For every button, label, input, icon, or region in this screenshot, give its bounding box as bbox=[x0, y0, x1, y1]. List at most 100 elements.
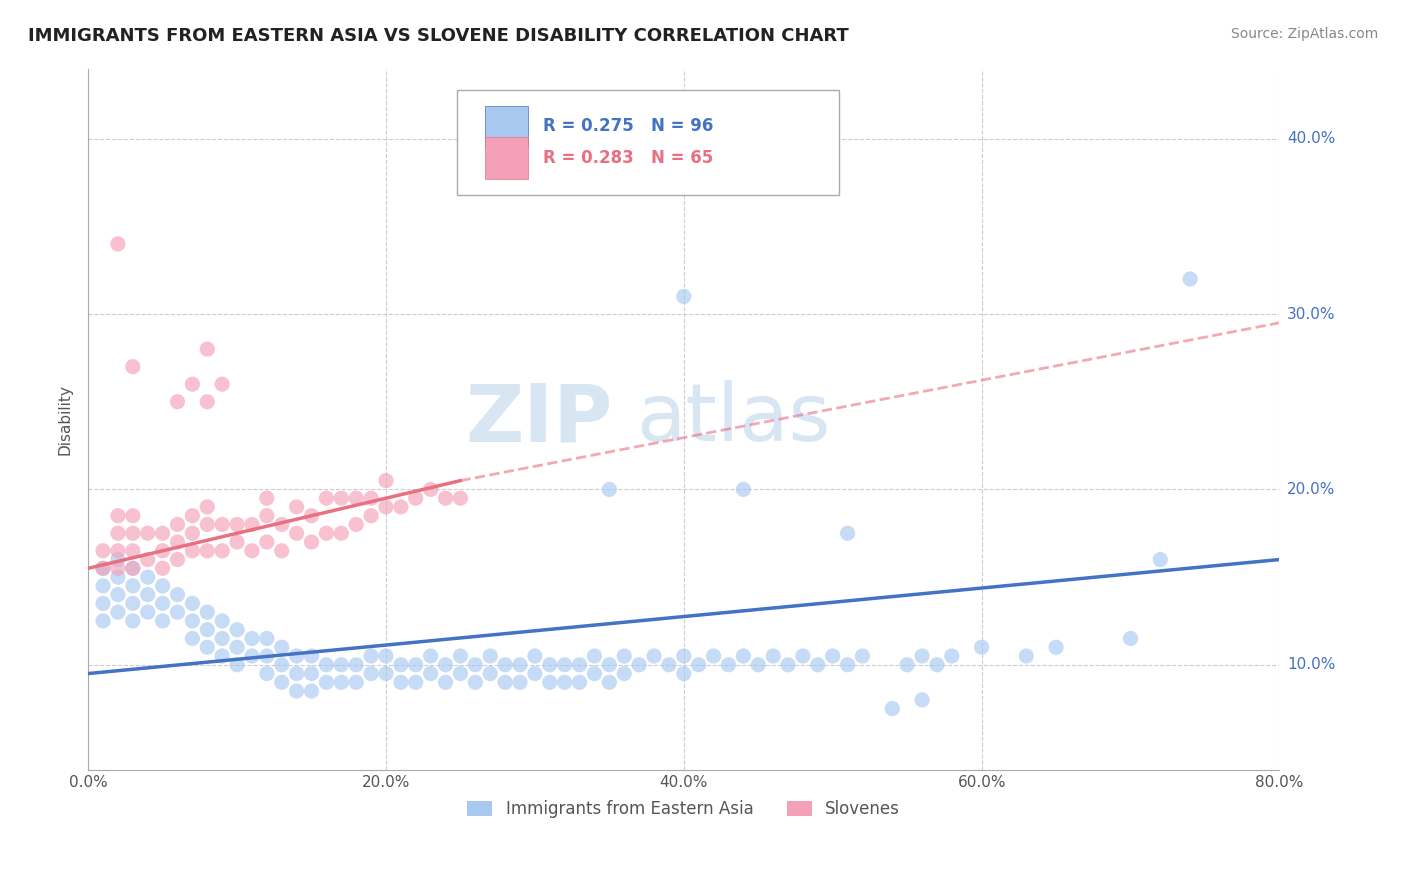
Point bbox=[375, 474, 398, 488]
Point bbox=[152, 614, 174, 628]
Point bbox=[270, 657, 292, 672]
Point bbox=[136, 570, 159, 584]
Point bbox=[121, 561, 143, 575]
Point bbox=[941, 648, 963, 663]
Point bbox=[733, 648, 755, 663]
Point bbox=[344, 517, 367, 532]
Point bbox=[211, 543, 233, 558]
Point bbox=[449, 491, 471, 505]
Point bbox=[538, 657, 561, 672]
Point bbox=[256, 491, 278, 505]
Point bbox=[226, 640, 249, 655]
Text: R = 0.283   N = 65: R = 0.283 N = 65 bbox=[543, 149, 713, 167]
Point bbox=[688, 657, 710, 672]
Point bbox=[91, 543, 114, 558]
Point bbox=[628, 657, 651, 672]
Point bbox=[434, 675, 457, 690]
Point bbox=[136, 588, 159, 602]
Point bbox=[121, 561, 143, 575]
Text: 40.0%: 40.0% bbox=[1286, 131, 1336, 146]
Point bbox=[330, 526, 353, 541]
Point bbox=[837, 657, 859, 672]
Point bbox=[717, 657, 740, 672]
Point bbox=[389, 500, 412, 514]
Point bbox=[301, 666, 323, 681]
Point bbox=[121, 526, 143, 541]
Point bbox=[152, 579, 174, 593]
Point bbox=[509, 657, 531, 672]
Point bbox=[256, 508, 278, 523]
Point bbox=[285, 666, 308, 681]
Point bbox=[240, 543, 263, 558]
Point bbox=[882, 701, 904, 715]
Point bbox=[107, 526, 129, 541]
Point bbox=[449, 666, 471, 681]
Point bbox=[479, 666, 502, 681]
Point bbox=[107, 236, 129, 251]
Point bbox=[672, 666, 695, 681]
Point bbox=[270, 517, 292, 532]
Point bbox=[538, 675, 561, 690]
Point bbox=[181, 508, 204, 523]
Point bbox=[240, 632, 263, 646]
Point bbox=[107, 561, 129, 575]
Point bbox=[301, 508, 323, 523]
Text: ZIP: ZIP bbox=[465, 380, 613, 458]
Point bbox=[121, 543, 143, 558]
Point bbox=[672, 289, 695, 303]
Point bbox=[360, 508, 382, 523]
Point bbox=[568, 657, 591, 672]
Point bbox=[181, 596, 204, 610]
Point bbox=[375, 648, 398, 663]
Point bbox=[166, 588, 188, 602]
Point bbox=[643, 648, 665, 663]
Point bbox=[91, 561, 114, 575]
Legend: Immigrants from Eastern Asia, Slovenes: Immigrants from Eastern Asia, Slovenes bbox=[461, 794, 907, 825]
Point bbox=[911, 648, 934, 663]
Point bbox=[419, 648, 441, 663]
Point bbox=[195, 605, 218, 619]
Point bbox=[301, 535, 323, 549]
Text: 30.0%: 30.0% bbox=[1286, 307, 1336, 321]
Point bbox=[479, 648, 502, 663]
Point bbox=[152, 596, 174, 610]
Point bbox=[405, 675, 427, 690]
Point bbox=[970, 640, 993, 655]
Point bbox=[195, 623, 218, 637]
Point bbox=[762, 648, 785, 663]
Point bbox=[195, 342, 218, 356]
Point bbox=[285, 684, 308, 698]
FancyBboxPatch shape bbox=[485, 137, 527, 178]
Point bbox=[405, 491, 427, 505]
Point bbox=[107, 508, 129, 523]
Point bbox=[330, 657, 353, 672]
Point bbox=[583, 666, 606, 681]
Point bbox=[1178, 272, 1201, 286]
FancyBboxPatch shape bbox=[457, 89, 838, 194]
Point bbox=[330, 675, 353, 690]
Point bbox=[360, 666, 382, 681]
Point bbox=[285, 648, 308, 663]
Point bbox=[195, 640, 218, 655]
Point bbox=[270, 675, 292, 690]
Point bbox=[911, 693, 934, 707]
Point bbox=[195, 500, 218, 514]
Point bbox=[315, 491, 337, 505]
Point bbox=[91, 579, 114, 593]
Text: IMMIGRANTS FROM EASTERN ASIA VS SLOVENE DISABILITY CORRELATION CHART: IMMIGRANTS FROM EASTERN ASIA VS SLOVENE … bbox=[28, 27, 849, 45]
Point bbox=[107, 605, 129, 619]
Point bbox=[211, 377, 233, 392]
Point bbox=[136, 552, 159, 566]
Point bbox=[136, 605, 159, 619]
Point bbox=[121, 596, 143, 610]
Point bbox=[464, 657, 486, 672]
Point bbox=[315, 657, 337, 672]
Text: R = 0.275   N = 96: R = 0.275 N = 96 bbox=[543, 118, 714, 136]
Point bbox=[166, 552, 188, 566]
Point bbox=[613, 666, 636, 681]
Point bbox=[181, 377, 204, 392]
Point bbox=[360, 491, 382, 505]
Point bbox=[598, 675, 620, 690]
Point bbox=[419, 666, 441, 681]
Point bbox=[301, 684, 323, 698]
